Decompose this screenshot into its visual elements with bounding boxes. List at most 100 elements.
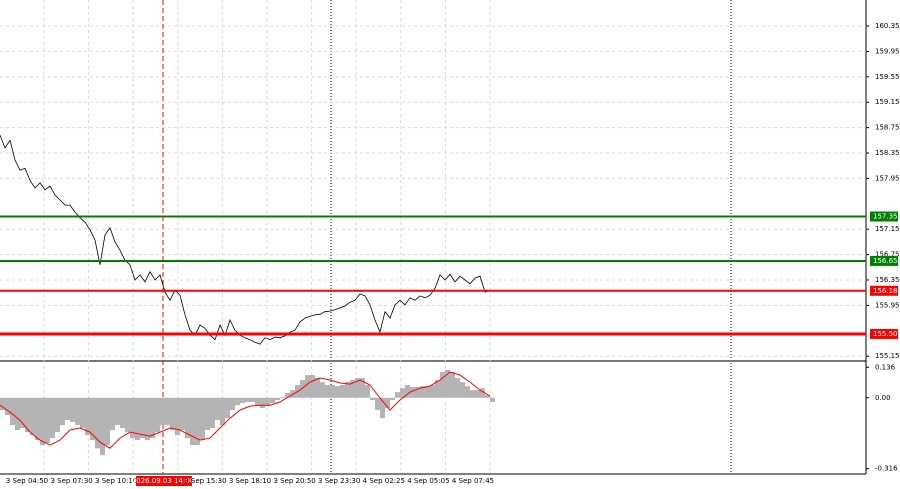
histogram-bar: [300, 380, 305, 398]
histogram-bar: [435, 380, 440, 398]
histogram-bar: [240, 397, 245, 404]
level-label: 156.18: [873, 287, 898, 295]
histogram-bar: [260, 397, 265, 409]
price-line: [0, 135, 491, 345]
histogram-bar: [55, 397, 60, 433]
x-tick-label: 3 Sep 10:10: [95, 477, 137, 485]
histogram-bar: [345, 382, 350, 398]
histogram-bar: [365, 384, 370, 398]
histogram-bar: [75, 397, 80, 426]
level-label: 156.65: [873, 257, 898, 265]
y-tick-label: 155.95: [875, 301, 900, 309]
histogram-bar: [375, 397, 380, 411]
highlight-label-box: [136, 476, 192, 486]
histogram-bar: [360, 378, 365, 398]
histogram-bar: [225, 397, 230, 419]
histogram-bar: [265, 397, 270, 407]
x-tick-label: 2026.09.03 14:00: [132, 477, 194, 485]
histogram-bar: [460, 382, 465, 398]
y-tick-label: 157.95: [875, 174, 900, 182]
histogram-bar: [215, 397, 220, 420]
histogram-bar: [65, 397, 70, 420]
histogram-bar: [250, 397, 255, 403]
histogram-bar: [480, 388, 485, 398]
histogram-bar: [450, 371, 455, 398]
histogram-bar: [70, 397, 75, 422]
histogram-bar: [280, 397, 285, 398]
signal-line: [0, 371, 491, 449]
histogram-bar: [20, 397, 25, 429]
histogram-bar: [415, 386, 420, 398]
x-tick-label: 3 Sep 23:30: [318, 477, 360, 485]
histogram-bar: [90, 397, 95, 441]
histogram-bar: [470, 390, 475, 398]
y-tick-label: 158.75: [875, 124, 900, 132]
histogram-bar: [445, 369, 450, 398]
level-label: 157.35: [873, 213, 898, 221]
histogram-bar: [390, 397, 395, 400]
histogram-bar: [285, 393, 290, 398]
histogram-bar: [370, 397, 375, 400]
histogram-bar: [30, 397, 35, 436]
histogram-bar: [440, 371, 445, 398]
x-tick-label: 4 Sep 05:05: [407, 477, 449, 485]
histogram-bar: [60, 397, 65, 426]
y-tick-label: 159.95: [875, 47, 900, 55]
y-tick-label: 159.15: [875, 98, 900, 106]
y-tick-label: 155.15: [875, 352, 900, 360]
histogram-bar: [315, 378, 320, 398]
histogram-bar: [150, 397, 155, 439]
histogram-bar: [145, 397, 150, 441]
level-label-box: [870, 211, 898, 222]
histogram-bar: [270, 397, 275, 404]
histogram-bar: [195, 397, 200, 446]
level-label-box: [870, 255, 898, 266]
histogram-bar: [190, 397, 195, 446]
histogram-bar: [10, 397, 15, 426]
histogram-bar: [490, 397, 495, 403]
histogram-bar: [405, 384, 410, 398]
histogram-bar: [235, 397, 240, 406]
histogram-bar: [305, 375, 310, 398]
histogram-bar: [105, 397, 110, 446]
histogram-bar: [100, 397, 105, 456]
level-label: 155.50: [873, 330, 898, 338]
histogram-bar: [310, 375, 315, 398]
histogram-bar: [120, 397, 125, 429]
histogram-bar: [200, 397, 205, 441]
histogram-bar: [40, 397, 45, 446]
histogram-bar: [350, 380, 355, 398]
histogram-bar: [220, 397, 225, 426]
histogram-bar: [335, 386, 340, 398]
histogram-bar: [170, 397, 175, 431]
histogram-bar: [325, 384, 330, 398]
y-tick-label: 159.55: [875, 73, 900, 81]
histogram-bar: [355, 378, 360, 398]
histogram-bar: [210, 397, 215, 429]
histogram-bar: [35, 397, 40, 441]
level-label-box: [870, 328, 898, 339]
histogram-bar: [95, 397, 100, 449]
histogram-bar: [410, 386, 415, 398]
histogram-bar: [330, 384, 335, 398]
y-tick-label: 0.00: [875, 394, 891, 402]
histogram-bar: [135, 397, 140, 441]
histogram-bar: [245, 397, 250, 403]
histogram-bar: [385, 397, 390, 409]
y-tick-label: 156.35: [875, 276, 900, 284]
histogram-bar: [275, 397, 280, 400]
x-tick-label: 3 Sep 04:50: [6, 477, 48, 485]
x-tick-label: 4 Sep 07:45: [452, 477, 494, 485]
histogram-bar: [180, 397, 185, 431]
y-tick-label: -0.316: [875, 465, 898, 473]
histogram-bar: [340, 384, 345, 398]
histogram-bar: [465, 386, 470, 398]
histogram-bar: [185, 397, 190, 439]
level-label-box: [870, 285, 898, 296]
histogram-bar: [25, 397, 30, 433]
histogram-bar: [230, 397, 235, 411]
x-tick-label: 3 Sep 15:30: [184, 477, 226, 485]
histogram-bar: [425, 386, 430, 398]
histogram-bar: [455, 378, 460, 398]
y-tick-label: 0.136: [875, 363, 896, 371]
